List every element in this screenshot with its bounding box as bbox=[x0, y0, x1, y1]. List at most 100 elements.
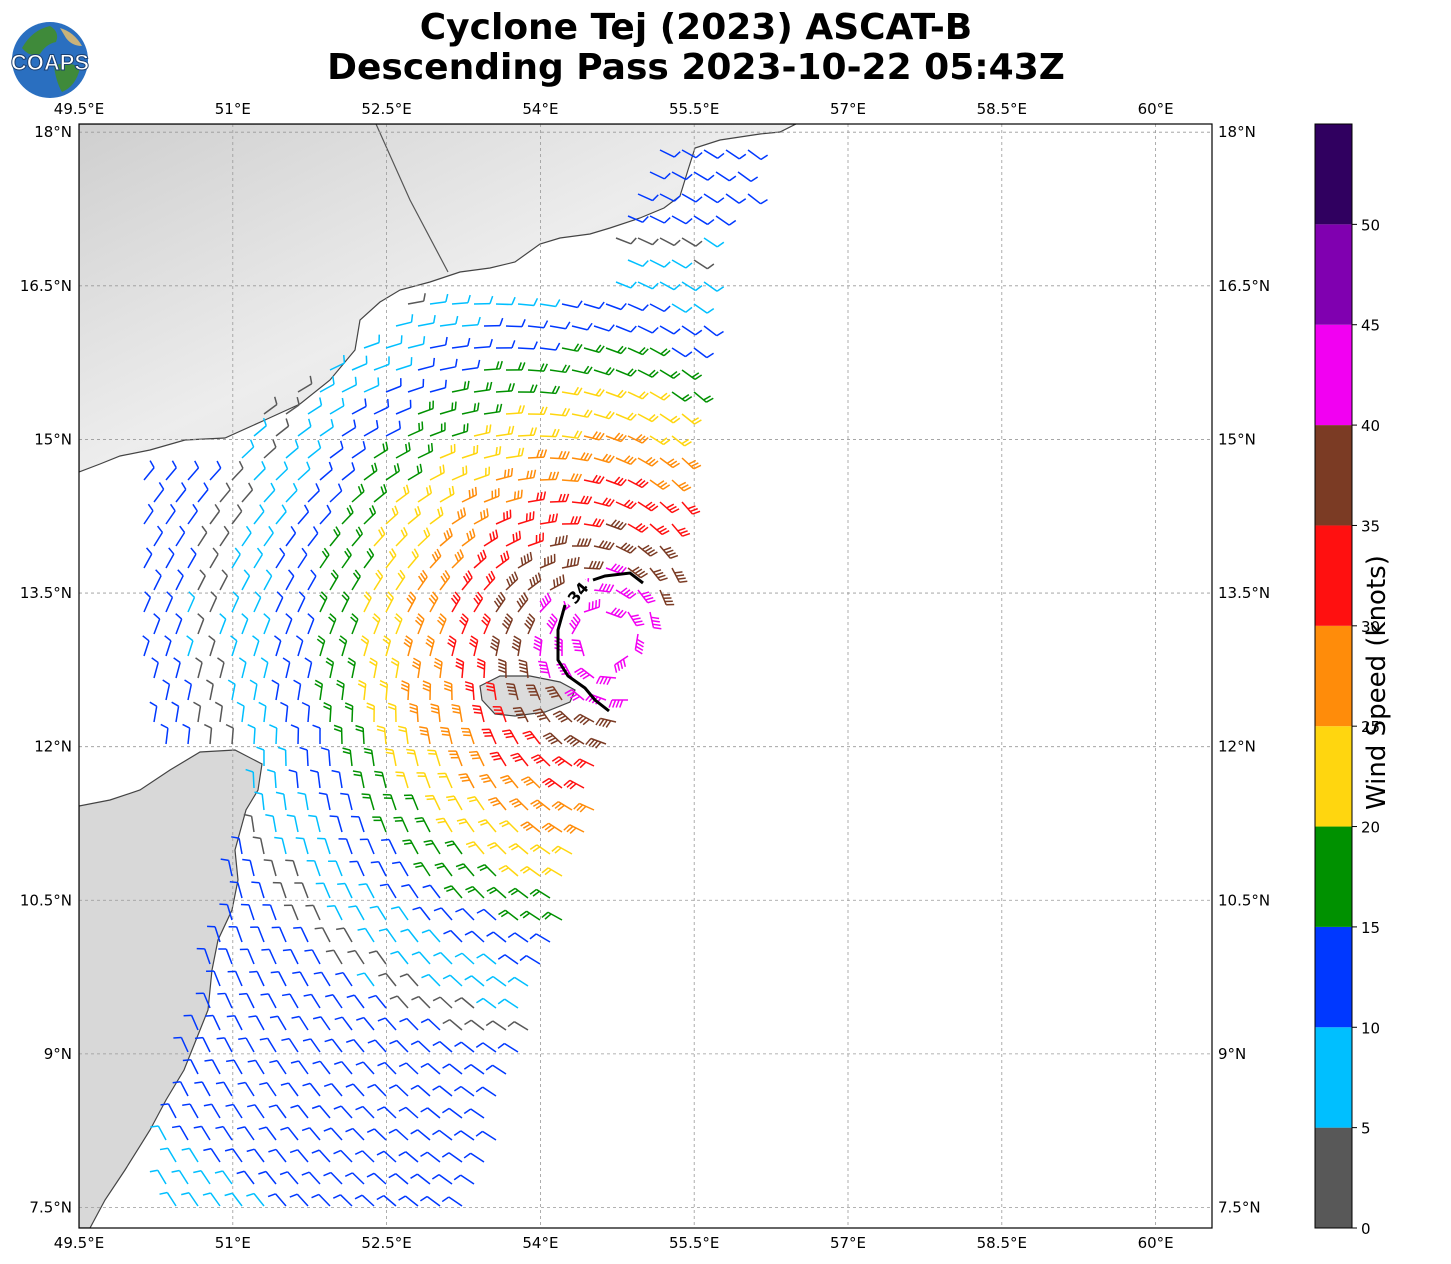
wind-barb bbox=[563, 734, 585, 747]
barb-shaft bbox=[439, 323, 456, 327]
barb-shaft bbox=[209, 467, 222, 481]
barb-feather bbox=[376, 1150, 385, 1156]
barb-shaft bbox=[472, 683, 475, 701]
barb-feather bbox=[574, 649, 583, 652]
barb-shaft bbox=[540, 708, 551, 723]
barb-feather bbox=[641, 481, 649, 489]
barb-shaft bbox=[448, 1196, 463, 1207]
barb-feather bbox=[555, 342, 561, 351]
wind-barb bbox=[351, 441, 366, 459]
barb-feather bbox=[344, 1172, 353, 1177]
barb-feather bbox=[219, 903, 228, 906]
wind-barb bbox=[461, 316, 481, 327]
wind-barb bbox=[509, 798, 529, 811]
barb-shaft bbox=[263, 618, 271, 635]
wind-barb bbox=[204, 1059, 221, 1075]
barb-shaft bbox=[471, 975, 485, 987]
barb-shaft bbox=[447, 728, 453, 745]
wind-barb bbox=[473, 508, 489, 525]
wind-barb bbox=[400, 928, 419, 943]
wind-barb bbox=[241, 525, 252, 547]
barb-feather bbox=[420, 1062, 429, 1068]
barb-shaft bbox=[275, 425, 290, 437]
barb-feather bbox=[314, 683, 323, 689]
barb-feather bbox=[533, 341, 538, 350]
wind-barb bbox=[263, 482, 276, 503]
barb-feather bbox=[517, 716, 526, 719]
barb-feather bbox=[507, 976, 515, 983]
wind-barb bbox=[403, 635, 413, 657]
barb-feather bbox=[663, 546, 672, 551]
wind-barb bbox=[605, 302, 627, 311]
wind-barb bbox=[269, 724, 278, 745]
barb-shaft bbox=[219, 532, 230, 547]
map-area: 34 bbox=[79, 124, 1212, 1228]
wind-barb bbox=[290, 1060, 309, 1075]
wind-barb bbox=[477, 819, 497, 833]
barb-feather bbox=[384, 748, 394, 752]
barb-feather bbox=[635, 649, 643, 655]
barb-feather bbox=[617, 345, 624, 353]
barb-feather bbox=[605, 720, 612, 728]
wind-barb bbox=[373, 399, 390, 415]
wind-barb bbox=[417, 400, 434, 415]
wind-barb bbox=[250, 926, 265, 943]
barb-feather bbox=[663, 172, 671, 180]
barb-feather bbox=[498, 446, 502, 455]
barb-feather bbox=[685, 173, 693, 181]
barb-feather bbox=[504, 616, 512, 624]
barb-feather bbox=[467, 796, 476, 800]
barb-shaft bbox=[288, 1038, 299, 1053]
barb-feather bbox=[532, 846, 541, 853]
barb-feather bbox=[333, 728, 342, 733]
colorbar-tick-label: 20 bbox=[1361, 819, 1380, 837]
wind-barb bbox=[419, 726, 431, 745]
barb-feather bbox=[544, 824, 552, 831]
wind-barb bbox=[407, 505, 422, 525]
barb-feather bbox=[290, 724, 299, 729]
barb-feather bbox=[267, 1193, 276, 1198]
barb-shaft bbox=[504, 1042, 519, 1053]
barb-feather bbox=[465, 885, 474, 891]
barb-feather bbox=[495, 361, 500, 370]
wind-barb bbox=[238, 992, 255, 1009]
barb-feather bbox=[571, 639, 580, 642]
barb-shaft bbox=[593, 501, 610, 507]
wind-barb bbox=[485, 1020, 507, 1031]
barb-feather bbox=[369, 657, 378, 663]
barb-feather bbox=[689, 507, 698, 513]
barb-shaft bbox=[298, 1016, 309, 1031]
barb-feather bbox=[570, 558, 573, 567]
wind-barb bbox=[301, 1127, 321, 1141]
barb-feather bbox=[405, 484, 410, 493]
barb-feather bbox=[325, 994, 334, 998]
barb-shaft bbox=[363, 972, 375, 987]
barb-feather bbox=[508, 693, 517, 696]
barb-feather bbox=[158, 482, 165, 490]
barb-feather bbox=[642, 260, 649, 267]
barb-feather bbox=[344, 550, 350, 559]
barb-feather bbox=[413, 657, 421, 663]
wind-barb bbox=[410, 1040, 431, 1053]
barb-feather bbox=[192, 503, 198, 512]
wind-barb bbox=[615, 499, 637, 510]
barb-feather bbox=[669, 415, 678, 422]
barb-feather bbox=[379, 883, 388, 887]
wind-barb bbox=[659, 281, 681, 291]
barb-feather bbox=[497, 1042, 505, 1049]
barb-shaft bbox=[227, 860, 233, 877]
barb-shaft bbox=[605, 567, 622, 575]
wind-barb bbox=[649, 171, 671, 180]
barb-shaft bbox=[725, 193, 740, 204]
barb-shaft bbox=[526, 866, 541, 877]
barb-feather bbox=[455, 315, 459, 324]
barb-shaft bbox=[558, 756, 573, 767]
wind-barb bbox=[289, 1149, 309, 1163]
wind-barb bbox=[385, 420, 401, 437]
barb-feather bbox=[489, 533, 493, 542]
wind-barb bbox=[649, 479, 671, 490]
barb-shaft bbox=[235, 926, 243, 943]
barb-feather bbox=[270, 971, 279, 974]
barb-shaft bbox=[420, 862, 431, 877]
barb-shaft bbox=[253, 1193, 265, 1207]
